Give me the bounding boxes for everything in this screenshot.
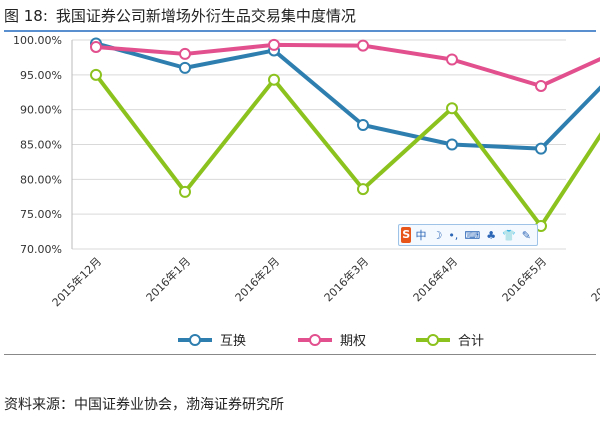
x-tick-label: 2016年6月: [588, 254, 600, 304]
data-point: [357, 183, 369, 196]
voice-icon[interactable]: ♣: [486, 228, 497, 242]
legend-label: 合计: [458, 334, 484, 349]
y-tick-label: 85.00%: [20, 139, 62, 152]
data-point: [357, 39, 369, 52]
data-point: [446, 53, 458, 66]
data-point: [179, 47, 191, 60]
source-note: 资料来源：中国证券业协会，渤海证券研究所: [4, 397, 284, 413]
data-point: [535, 142, 547, 155]
y-tick-label: 80.00%: [20, 173, 62, 186]
y-tick-label: 70.00%: [20, 243, 62, 256]
wrench-icon[interactable]: ✎: [521, 228, 531, 242]
data-point: [268, 38, 280, 51]
legend-swatch-marker: [309, 334, 321, 346]
data-point: [446, 138, 458, 151]
series-line: [94, 73, 600, 229]
y-tick-label: 95.00%: [20, 69, 62, 82]
chart-frame: [4, 32, 596, 355]
data-point: [179, 61, 191, 74]
data-point: [90, 40, 102, 53]
ime-mode-toggle[interactable]: 中: [415, 229, 427, 242]
sogou-logo-icon[interactable]: S: [401, 227, 412, 243]
data-point: [357, 118, 369, 131]
data-point: [535, 79, 547, 92]
figure-number: 图 18:: [4, 7, 48, 25]
series-line: [95, 42, 600, 88]
y-tick-label: 100.00%: [13, 34, 62, 47]
data-point: [446, 102, 458, 115]
x-tick-label: 2016年2月: [232, 254, 282, 304]
data-point: [90, 68, 102, 81]
x-tick-label: 2015年12月: [49, 254, 104, 309]
legend-swatch-marker: [427, 334, 439, 346]
shirt-icon[interactable]: 👕: [502, 228, 516, 242]
x-tick-label: 2016年5月: [499, 254, 549, 304]
data-point: [179, 185, 191, 198]
ime-toolbar[interactable]: S 中 ☽ •, ⌨ ♣ 👕 ✎: [398, 224, 538, 246]
x-tick-label: 2016年3月: [321, 254, 371, 304]
x-tick-label: 2016年4月: [410, 254, 460, 304]
y-tick-label: 90.00%: [20, 104, 62, 117]
moon-icon[interactable]: ☽: [432, 228, 443, 242]
punctuation-icon[interactable]: •,: [448, 228, 459, 242]
legend-label: 期权: [340, 333, 366, 349]
legend-label: 互换: [220, 334, 246, 349]
x-tick-label: 2016年1月: [143, 254, 193, 304]
line-chart: 70.00% 75.00% 80.00% 85.00% 90.00% 95.00% 100.…: [13, 34, 600, 349]
keyboard-icon[interactable]: ⌨: [464, 228, 481, 242]
y-tick-label: 75.00%: [20, 208, 62, 221]
figure-title: 我国证券公司新增场外衍生品交易集中度情况: [55, 7, 356, 25]
series-line: [95, 41, 600, 151]
data-point: [268, 73, 280, 86]
figure-title-bar: 图 18: 我国证券公司新增场外衍生品交易集中度情况: [4, 2, 596, 32]
legend-swatch-marker: [189, 334, 201, 346]
